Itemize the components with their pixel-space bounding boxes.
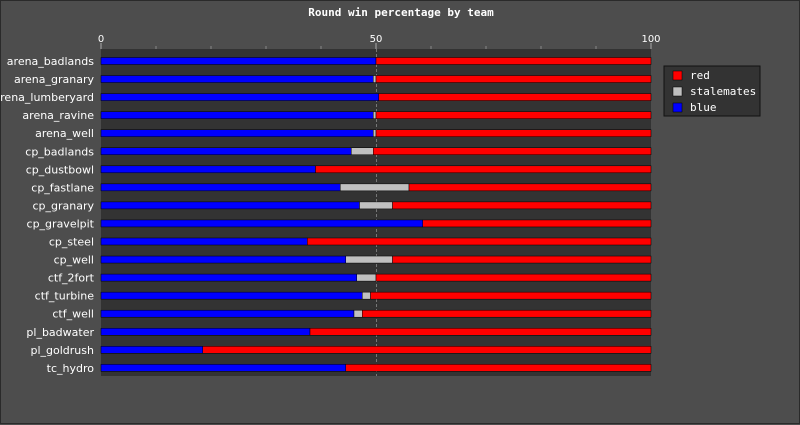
category-labels: arena_badlands arena_granary arena_lumbery… (1, 55, 95, 375)
legend-label-red: red (690, 69, 710, 82)
bar-segment-stalemates (356, 273, 377, 282)
category-label: arena_ravine (22, 109, 94, 122)
bar-segment-red (392, 201, 652, 210)
category-label: ctf_well (52, 308, 94, 321)
category-label: pl_goldrush (31, 344, 95, 357)
bars (100, 57, 652, 372)
bar-segment-blue (100, 237, 308, 246)
bar-segment-stalemates (351, 147, 374, 155)
bar-segment-stalemates (362, 291, 371, 300)
bar-segment-blue (100, 93, 379, 101)
bar-segment-blue (100, 328, 311, 336)
x-tick-label: 100 (641, 34, 660, 45)
bar-segment-stalemates (345, 255, 393, 264)
bar-segment-red (202, 346, 652, 354)
bar-segment-blue (100, 219, 423, 228)
category-label: ctf_2fort (48, 272, 95, 285)
x-tick-label: 50 (370, 34, 383, 45)
legend-swatch-stalemates (672, 86, 683, 97)
bar-segment-blue (100, 183, 341, 192)
bar-segment-stalemates (340, 183, 410, 192)
chart-title: Round win percentage by team (308, 6, 494, 19)
category-label: cp_granary (32, 199, 94, 212)
x-axis-ticks: 0 50 100 (98, 34, 661, 49)
bar-segment-stalemates (353, 309, 363, 318)
category-label: arena_badlands (7, 55, 94, 68)
bar-segment-stalemates (373, 111, 377, 119)
category-label: cp_gravelpit (27, 217, 95, 230)
bar-segment-red (375, 75, 652, 83)
bar-segment-red (345, 364, 652, 372)
bar-segment-red (375, 111, 652, 119)
bar-segment-red (309, 328, 652, 336)
bar-segment-red (362, 309, 652, 318)
bar-segment-blue (100, 201, 360, 210)
legend-swatch-red (672, 70, 683, 81)
bar-segment-red (375, 57, 652, 65)
bar-segment-stalemates (359, 201, 393, 210)
legend: red stalemates blue (663, 65, 761, 117)
category-label: arena_granary (14, 73, 94, 86)
legend-label-stalemates: stalemates (690, 85, 756, 98)
bar-segment-blue (100, 273, 357, 282)
category-label: cp_badlands (25, 145, 94, 158)
bar-segment-red (375, 273, 652, 282)
bar-segment-red (370, 291, 652, 300)
bar-segment-red (307, 237, 652, 246)
bar-segment-blue (100, 57, 377, 65)
bar-segment-blue (100, 147, 352, 155)
category-label: ctf_turbine (35, 290, 95, 303)
bar-segment-red (422, 219, 652, 228)
legend-label-blue: blue (690, 101, 717, 114)
bar-segment-blue (100, 291, 363, 300)
category-label: arena_well (35, 127, 94, 140)
bar-segment-blue (100, 255, 346, 264)
bar-segment-blue (100, 75, 374, 83)
bar-segment-blue (100, 165, 316, 174)
bar-segment-stalemates (373, 129, 377, 137)
bar-segment-blue (100, 364, 346, 372)
category-label: cp_well (54, 254, 94, 267)
category-label: tc_hydro (47, 362, 95, 375)
bar-segment-stalemates (373, 75, 377, 83)
x-tick-label: 0 (98, 34, 104, 45)
bar-segment-red (378, 93, 652, 101)
category-label: cp_dustbowl (26, 163, 94, 176)
bar-segment-red (315, 165, 652, 174)
category-label: cp_fastlane (31, 181, 94, 194)
category-label: arena_lumberyard (1, 91, 94, 104)
bar-segment-blue (100, 309, 355, 318)
bar-segment-red (408, 183, 652, 192)
bar-segment-red (373, 147, 652, 155)
category-label: cp_steel (49, 236, 94, 249)
legend-swatch-blue (672, 102, 683, 113)
bar-segment-blue (100, 129, 374, 137)
category-label: pl_badwater (26, 326, 94, 339)
bar-segment-blue (100, 111, 374, 119)
bar-segment-red (392, 255, 652, 264)
bar-segment-red (375, 129, 652, 137)
bar-segment-blue (100, 346, 203, 354)
